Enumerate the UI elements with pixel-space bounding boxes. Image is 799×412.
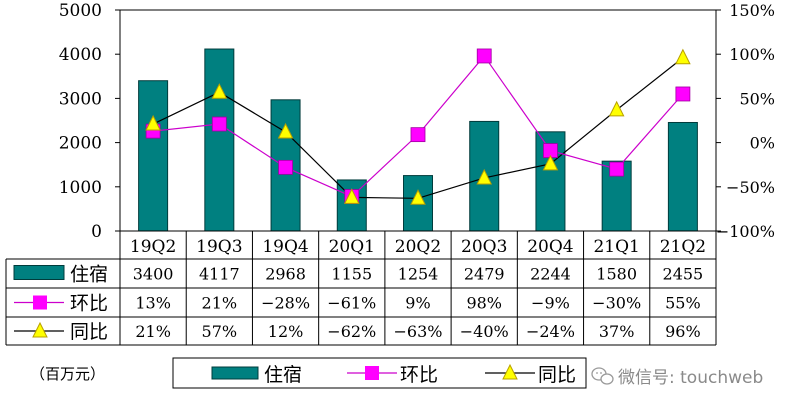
table-cell: 13% — [135, 294, 171, 313]
right-tick-label: 0% — [750, 134, 775, 153]
legend-label: 环比 — [400, 364, 438, 386]
bar-21Q2 — [667, 121, 698, 232]
legend-triangle-marker — [502, 363, 518, 380]
marker-tongbi-20Q1 — [343, 188, 360, 204]
data-table: 19Q2 19Q3 19Q4 20Q1 20Q2 20Q3 20Q4 21Q1 21Q2 住宿环比… — [5, 230, 717, 346]
marker-tongbi-20Q4 — [542, 154, 559, 171]
marker-huanbi-19Q4 — [278, 159, 293, 175]
table-cell: −63% — [394, 322, 443, 341]
table-cell: 55% — [665, 294, 701, 313]
table-cell: 9% — [405, 294, 430, 313]
left-tick-label: 0 — [91, 222, 102, 242]
marker-tongbi-21Q1 — [608, 100, 625, 117]
table-cell: 4117 — [199, 265, 240, 284]
table-cell: 3400 — [133, 265, 174, 284]
table-legend-square-marker — [33, 295, 47, 310]
plot-area — [119, 9, 717, 232]
right-tick-label: 100% — [729, 45, 775, 64]
left-tick-label: 5000 — [59, 1, 102, 21]
table-cell: 2455 — [663, 265, 704, 284]
right-tick-label: 50% — [739, 89, 775, 108]
legend-label: 同比 — [538, 364, 576, 386]
marker-tongbi-21Q2 — [675, 48, 691, 65]
marker-tongbi-20Q3 — [476, 168, 493, 185]
watermark: 微信号: touchweb — [591, 367, 763, 388]
table-cell: 96% — [665, 322, 701, 341]
legend-bar-swatch — [211, 366, 259, 380]
marker-huanbi-19Q3 — [211, 116, 227, 132]
table-legend-bar-swatch — [13, 265, 65, 280]
marker-tongbi-19Q2 — [145, 114, 161, 131]
table-cell: 21% — [202, 294, 238, 313]
wechat-icon — [591, 367, 614, 385]
table-cell: −62% — [327, 322, 376, 341]
table-cell: −28% — [261, 294, 310, 313]
table-cell: −40% — [460, 322, 509, 341]
table-row-label: 环比 — [70, 293, 108, 315]
category-label: 21Q2 — [660, 237, 706, 257]
right-tick-label: −100% — [716, 222, 775, 241]
watermark-text: 微信号: touchweb — [618, 368, 763, 388]
category-label: 20Q4 — [527, 237, 573, 257]
category-label: 21Q1 — [593, 237, 639, 257]
table-row-label: 住宿 — [70, 264, 108, 286]
marker-huanbi-20Q2 — [410, 127, 426, 143]
right-tick-label: −50% — [726, 178, 775, 197]
table-cell: 57% — [202, 322, 238, 341]
left-tick-label: 4000 — [59, 45, 102, 65]
right-tick-label: 150% — [729, 1, 775, 20]
right-axis-ticks: −100% −50% 0% 50% 100% 150% — [716, 1, 775, 241]
table-cell: 21% — [135, 322, 171, 341]
table-cell: 37% — [599, 322, 635, 341]
marker-huanbi-20Q3 — [476, 48, 492, 64]
category-label: 20Q2 — [395, 237, 441, 257]
table-cell: −30% — [592, 294, 641, 313]
table-cell: 1580 — [596, 265, 637, 284]
table-row-label: 同比 — [70, 321, 108, 343]
left-tick-label: 1000 — [59, 178, 102, 198]
legend-square-marker — [365, 366, 379, 380]
marker-huanbi-21Q2 — [675, 86, 691, 102]
table-cell: 1254 — [398, 265, 439, 284]
marker-tongbi-19Q3 — [211, 83, 228, 99]
table-cell: 12% — [268, 322, 304, 341]
category-label: 20Q3 — [461, 237, 507, 257]
table-cell: 2479 — [464, 265, 505, 284]
left-axis-ticks: 0 1000 2000 3000 4000 5000 — [59, 1, 120, 242]
marker-huanbi-21Q1 — [609, 161, 625, 177]
marker-tongbi-20Q2 — [410, 189, 426, 205]
bar-19Q2 — [138, 80, 169, 232]
table-cell: −9% — [531, 294, 570, 313]
table-legend-triangle-marker — [32, 321, 48, 338]
bar-19Q3 — [204, 48, 235, 232]
table-cell: 1155 — [331, 265, 372, 284]
legend-label: 住宿 — [264, 364, 302, 386]
left-tick-label: 3000 — [59, 89, 102, 109]
category-label: 19Q2 — [130, 237, 176, 257]
table-cell: −61% — [327, 294, 376, 313]
unit-label: （百万元） — [30, 365, 105, 383]
left-tick-label: 2000 — [59, 134, 102, 154]
table-cell: −24% — [526, 322, 575, 341]
table-cell: 2244 — [530, 265, 571, 284]
marker-tongbi-19Q4 — [277, 122, 294, 139]
legend: 住宿 环比 同比 — [172, 357, 587, 389]
table-cell: 98% — [466, 294, 502, 313]
category-label: 19Q4 — [262, 237, 308, 257]
table-cell: 2968 — [265, 265, 306, 284]
category-label: 19Q3 — [196, 237, 242, 257]
category-label: 20Q1 — [329, 237, 375, 257]
